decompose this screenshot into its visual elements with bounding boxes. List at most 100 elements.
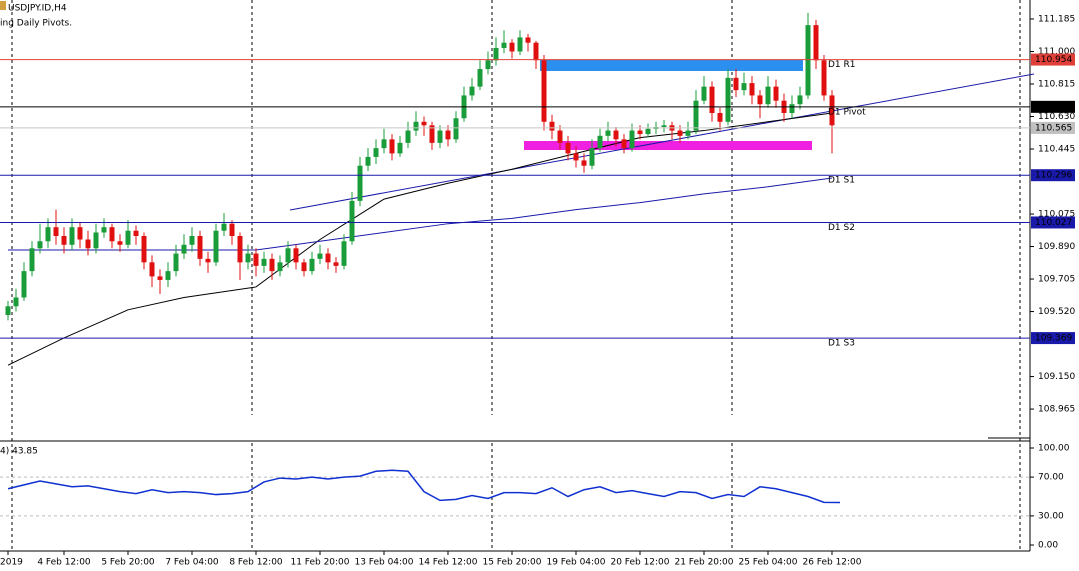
candle-body [53,227,59,236]
candle-body [629,130,635,149]
candle-body [549,121,555,131]
candle-body [141,235,147,263]
pivot-name: D1 R1 [828,60,856,70]
candle-body [29,248,35,272]
candle-body [317,253,323,259]
y-tick-label: 110.445 [1038,145,1075,155]
candle-body [557,130,563,143]
x-tick-label: 13 Feb 04:00 [354,558,413,568]
x-tick-label: 25 Feb 04:00 [738,558,797,568]
candle-body [421,121,427,126]
price-tag-label: 110.027 [1035,218,1072,228]
price-tag-label: 110.565 [1035,123,1072,133]
candle-body [285,248,291,263]
candle-body [765,86,771,105]
symbol-icon [0,1,6,10]
y-tick-label: 110.630 [1038,112,1075,122]
price-tag-label: 109.369 [1035,334,1072,344]
x-tick-label: 7 Feb 04:00 [165,558,219,568]
x-tick-label: 19 Feb 04:00 [546,558,605,568]
candle-body [269,258,275,272]
y-tick-label: 108.965 [1038,405,1075,415]
candle-body [173,253,179,272]
candle-body [605,130,611,136]
candle-body [101,227,107,233]
indicator-title: ing Daily Pivots. [0,19,72,29]
oscillator-title: 4) 43.85 [0,447,38,457]
candle-body [741,83,747,91]
candle-body [349,200,355,242]
candle-body [13,297,19,307]
candle-body [197,235,203,259]
candle-body [789,104,795,113]
x-tick-label: 26 Feb 12:00 [802,558,861,568]
y-tick-label: 111.000 [1038,47,1075,57]
candle-body [293,248,299,263]
candle-body [805,25,811,96]
candle-body [357,165,363,201]
moving-average [7,112,833,366]
candle-body [165,271,171,280]
oscillator-line [7,469,841,504]
symbol-title: USDJPY.ID,H4 [8,4,67,14]
candle-body [189,235,195,245]
candle-body [237,235,243,263]
y-tick-label: 30.00 [1038,511,1064,521]
y-tick-label: 110.815 [1038,79,1075,89]
candle-body [565,142,571,154]
price-tag-label: 110.296 [1035,171,1072,181]
resistance-zone [540,60,803,71]
candle-body [77,227,83,240]
candle-body [469,86,475,96]
candle-body [709,86,715,113]
y-tick-label: 110.075 [1038,210,1075,220]
candle-body [485,60,491,70]
candle-body [93,232,99,249]
candle-body [229,223,235,236]
y-tick-label: 109.150 [1038,372,1075,382]
candle-body [133,230,139,236]
x-tick-label: 5 Feb 20:00 [101,558,155,568]
x-tick-label: 21 Feb 20:00 [674,558,733,568]
pivot-name: D1 S3 [828,339,855,349]
candle-body [525,37,531,43]
candle-body [365,156,371,166]
candle-body [389,139,395,154]
candle-body [613,130,619,140]
candle-body [61,235,67,245]
candle-body [325,253,331,263]
pivot-name: D1 S2 [828,223,855,233]
x-tick-label: 20 Feb 12:00 [610,558,669,568]
candle-body [149,262,155,277]
candle-body [757,95,763,105]
candle-body [821,60,827,96]
candle-body [245,253,251,263]
candle-body [533,42,539,61]
support-zone [524,141,812,150]
price-tag-label: 110.954 [1035,55,1072,65]
price-tag-label: 110.685 [1035,102,1072,112]
pivot-name: D1 S1 [828,176,855,186]
y-tick-label: 109.890 [1038,242,1075,252]
candle-body [5,306,11,316]
candle-body [301,262,307,272]
candle-body [213,230,219,263]
candle-body [597,135,603,149]
price-tag [1031,121,1075,134]
candle-body [477,69,483,87]
candle-body [45,227,51,242]
candle-body [501,42,507,48]
candle-body [701,86,707,101]
candle-body [397,142,403,154]
candle-body [637,130,643,135]
y-tick-label: 111.185 [1038,14,1075,24]
candle-body [813,25,819,61]
x-tick-label: 15 Feb 20:00 [482,558,541,568]
candle-body [373,148,379,157]
candle-body [573,153,579,161]
pivot-name: D1 Pivot [828,107,866,117]
x-tick-label: 4 Feb 12:00 [37,558,91,568]
candle-body [493,47,499,61]
